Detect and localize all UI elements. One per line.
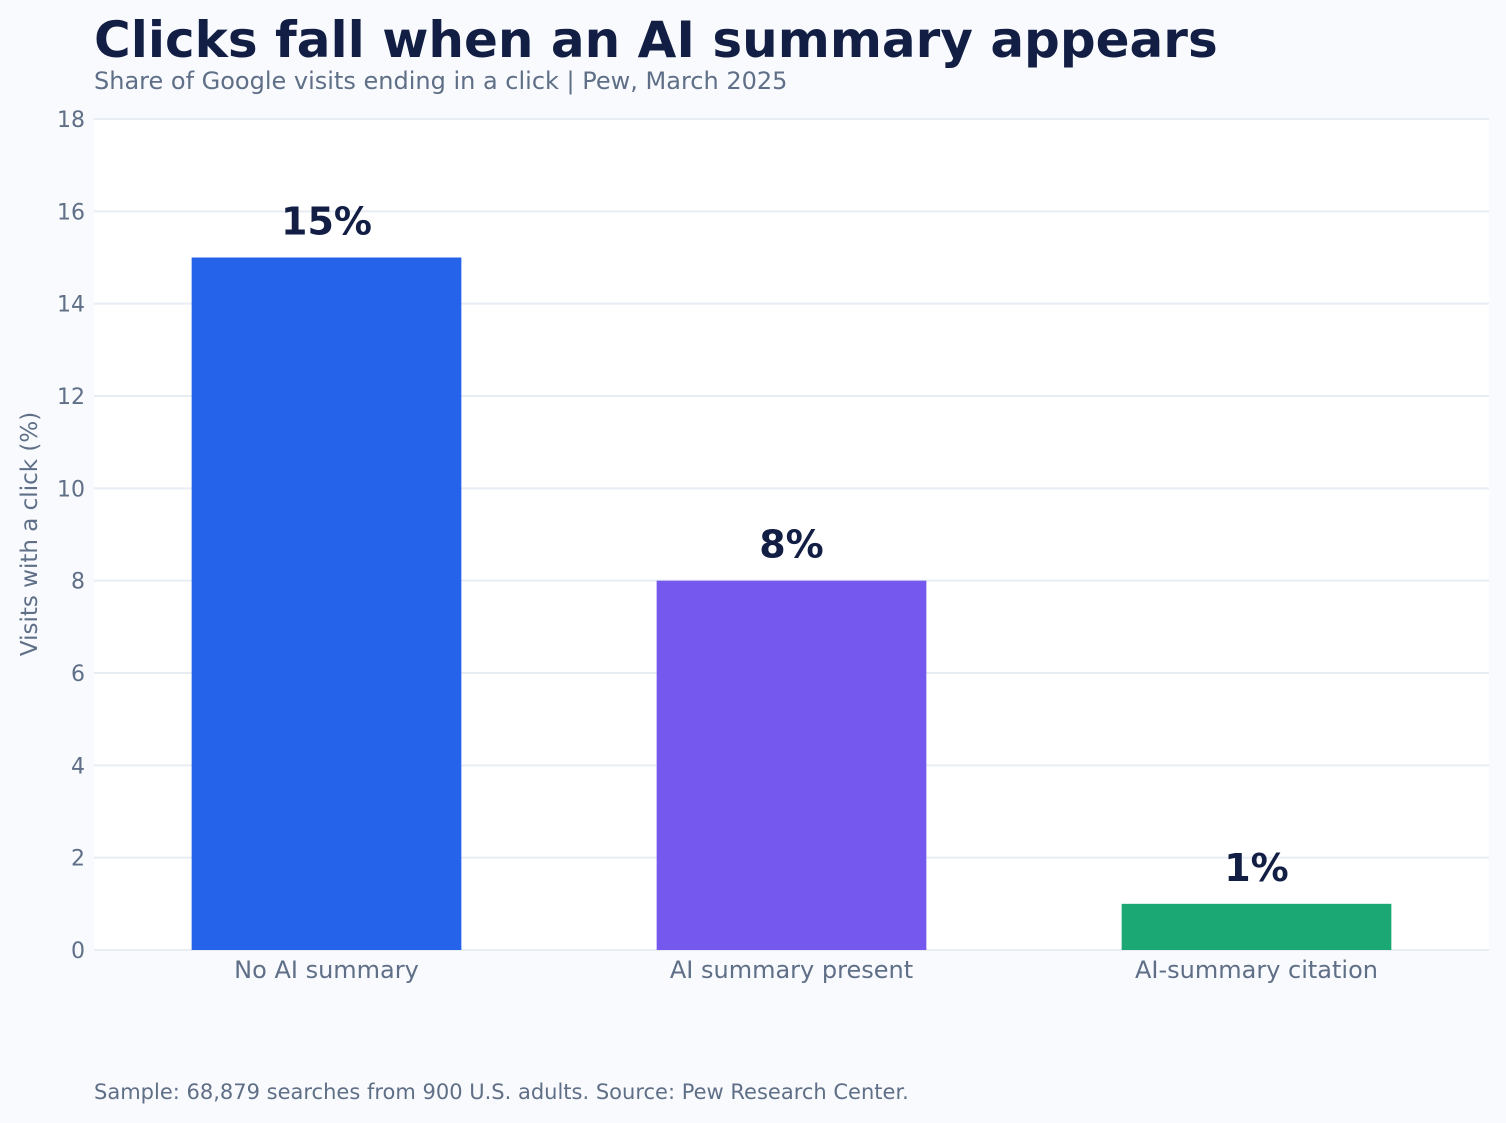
y-tick-label: 0	[71, 939, 85, 964]
chart-subtitle: Share of Google visits ending in a click…	[94, 67, 787, 95]
x-axis-categories: No AI summary AI summary present AI-summar…	[234, 956, 1378, 984]
y-axis-ticks: 0 2 4 6 8 10 12 14 16 18	[57, 108, 85, 964]
bar-value-label: 1%	[1224, 846, 1289, 890]
x-category-label: AI-summary citation	[1135, 956, 1378, 984]
y-tick-label: 14	[57, 293, 85, 318]
y-tick-label: 2	[71, 847, 85, 872]
bar-value-label: 15%	[281, 200, 372, 244]
y-tick-label: 6	[71, 662, 85, 687]
y-tick-label: 10	[57, 477, 85, 502]
y-tick-label: 16	[57, 200, 85, 225]
y-tick-label: 12	[57, 385, 85, 410]
y-axis-title: Visits with a click (%)	[17, 412, 43, 656]
source-note: Sample: 68,879 searches from 900 U.S. ad…	[94, 1080, 909, 1104]
y-tick-label: 4	[71, 754, 85, 779]
bar-1	[656, 580, 927, 950]
chart-title: Clicks fall when an AI summary appears	[94, 11, 1218, 69]
bar-2	[1121, 903, 1392, 950]
x-category-label: No AI summary	[234, 956, 419, 984]
y-tick-label: 8	[71, 570, 85, 595]
y-tick-label: 18	[57, 108, 85, 133]
bars	[191, 257, 1392, 950]
bar-0	[191, 257, 462, 950]
x-category-label: AI summary present	[670, 956, 913, 984]
bar-value-label: 8%	[759, 523, 824, 567]
data-labels: 15% 8% 1%	[281, 200, 1289, 890]
